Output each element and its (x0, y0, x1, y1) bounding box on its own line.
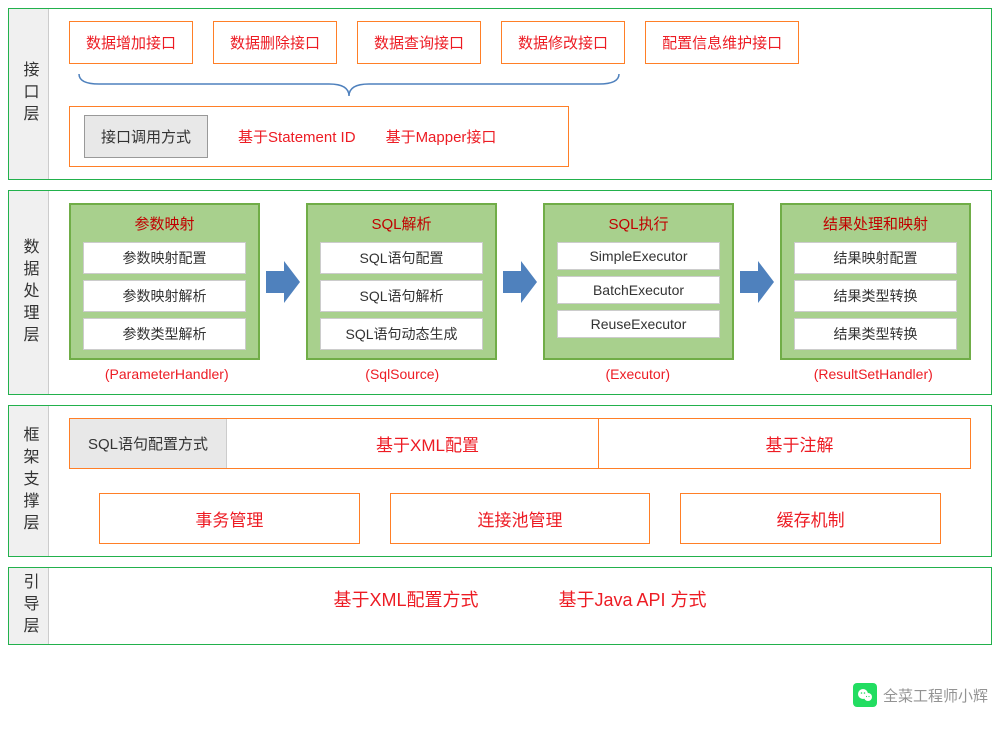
arrow-connector (740, 203, 774, 360)
block-caption: (ResultSetHandler) (776, 366, 972, 382)
layer-label: 数据处理层 (9, 191, 49, 394)
interface-box: 数据增加接口 (69, 21, 193, 64)
config-label: SQL语句配置方式 (70, 419, 227, 468)
processing-row: 参数映射 参数映射配置 参数映射解析 参数类型解析 SQL解析 SQL语句配置 … (69, 203, 971, 360)
block-item: ReuseExecutor (557, 310, 720, 338)
arrow-connector (503, 203, 537, 360)
data-processing-layer: 数据处理层 参数映射 参数映射配置 参数映射解析 参数类型解析 SQL解析 SQ… (8, 190, 992, 395)
block-title: SQL执行 (608, 213, 668, 234)
layer-content: 参数映射 参数映射配置 参数映射解析 参数类型解析 SQL解析 SQL语句配置 … (49, 191, 991, 394)
watermark: 全菜工程师小辉 (853, 683, 988, 707)
config-method: 基于XML配置 (257, 419, 599, 468)
arrow-right-icon (266, 261, 300, 303)
support-item: 缓存机制 (680, 493, 941, 544)
caption-row: (ParameterHandler) (SqlSource) (Executor… (69, 366, 971, 382)
brace-icon (69, 72, 629, 100)
block-item: SQL语句动态生成 (320, 318, 483, 350)
support-item: 连接池管理 (390, 493, 651, 544)
support-item: 事务管理 (99, 493, 360, 544)
framework-support-layer: 框架支撑层 SQL语句配置方式 基于XML配置 基于注解 事务管理 连接池管理 … (8, 405, 992, 557)
block-caption: (Executor) (540, 366, 736, 382)
block-item: 结果映射配置 (794, 242, 957, 274)
block-item: 参数映射配置 (83, 242, 246, 274)
arrow-right-icon (503, 261, 537, 303)
supports-row: 事务管理 连接池管理 缓存机制 (69, 493, 971, 544)
bootstrap-layer: 引导层 基于XML配置方式 基于Java API 方式 (8, 567, 992, 645)
block-item: SQL语句配置 (320, 242, 483, 274)
layer-content: 数据增加接口 数据删除接口 数据查询接口 数据修改接口 配置信息维护接口 接口调… (49, 9, 991, 179)
call-method: 基于Statement ID (238, 126, 356, 147)
block-item: 结果类型转换 (794, 280, 957, 312)
block-caption: (SqlSource) (305, 366, 501, 382)
layer-label: 引导层 (9, 568, 49, 644)
block-caption: (ParameterHandler) (69, 366, 265, 382)
processing-block: 结果处理和映射 结果映射配置 结果类型转换 结果类型转换 (780, 203, 971, 360)
arrow-connector (266, 203, 300, 360)
block-title: 结果处理和映射 (823, 213, 928, 234)
processing-block: 参数映射 参数映射配置 参数映射解析 参数类型解析 (69, 203, 260, 360)
interfaces-row: 数据增加接口 数据删除接口 数据查询接口 数据修改接口 配置信息维护接口 (69, 21, 971, 64)
interface-layer: 接口层 数据增加接口 数据删除接口 数据查询接口 数据修改接口 配置信息维护接口… (8, 8, 992, 180)
block-item: 结果类型转换 (794, 318, 957, 350)
call-methods-box: 接口调用方式 基于Statement ID 基于Mapper接口 (69, 106, 569, 167)
call-method: 基于Mapper接口 (386, 126, 497, 147)
config-method: 基于注解 (629, 419, 970, 468)
block-title: 参数映射 (134, 213, 194, 234)
block-item: 参数映射解析 (83, 280, 246, 312)
layer-label: 接口层 (9, 9, 49, 179)
interface-box: 数据修改接口 (501, 21, 625, 64)
call-method-label: 接口调用方式 (84, 115, 208, 158)
block-item: SQL语句解析 (320, 280, 483, 312)
arrow-right-icon (740, 261, 774, 303)
watermark-text: 全菜工程师小辉 (883, 685, 988, 706)
block-item: BatchExecutor (557, 276, 720, 304)
interface-box: 配置信息维护接口 (645, 21, 799, 64)
bootstrap-method: 基于Java API 方式 (558, 586, 706, 612)
bootstrap-methods-row: 基于XML配置方式 基于Java API 方式 (69, 580, 971, 618)
interface-box: 数据删除接口 (213, 21, 337, 64)
processing-block: SQL解析 SQL语句配置 SQL语句解析 SQL语句动态生成 (306, 203, 497, 360)
config-methods-box: SQL语句配置方式 基于XML配置 基于注解 (69, 418, 971, 469)
block-item: SimpleExecutor (557, 242, 720, 270)
bootstrap-method: 基于XML配置方式 (333, 586, 478, 612)
brace-connector (69, 72, 971, 102)
processing-block: SQL执行 SimpleExecutor BatchExecutor Reuse… (543, 203, 734, 360)
block-title: SQL解析 (371, 213, 431, 234)
layer-content: 基于XML配置方式 基于Java API 方式 (49, 568, 991, 644)
wechat-icon (853, 683, 877, 707)
layer-content: SQL语句配置方式 基于XML配置 基于注解 事务管理 连接池管理 缓存机制 (49, 406, 991, 556)
block-item: 参数类型解析 (83, 318, 246, 350)
interface-box: 数据查询接口 (357, 21, 481, 64)
layer-label: 框架支撑层 (9, 406, 49, 556)
